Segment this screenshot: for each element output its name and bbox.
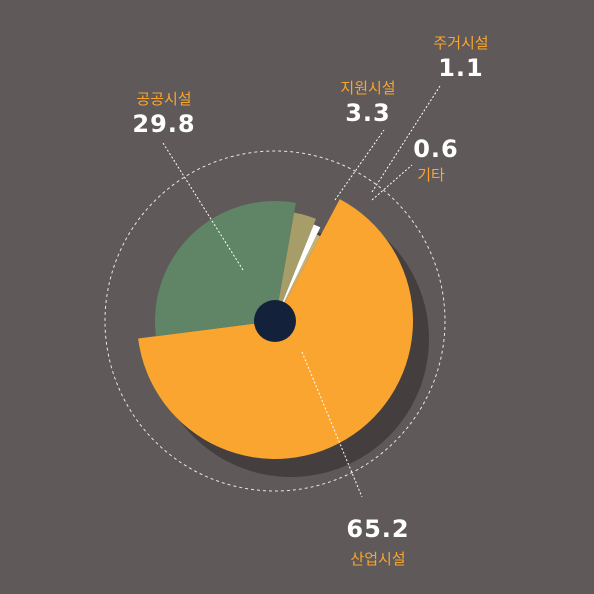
outer-guide-circle xyxy=(104,150,446,492)
label-public-value: 29.8 xyxy=(132,110,195,138)
label-residential: 주거시설 1.1 xyxy=(433,34,488,82)
label-support-name: 지원시설 xyxy=(340,79,395,97)
label-other-name: 기타 xyxy=(417,166,445,184)
label-support-value: 3.3 xyxy=(345,99,391,127)
leader-line-other xyxy=(371,164,413,201)
label-other: 0.6 기타 xyxy=(413,135,459,184)
leader-line-residential xyxy=(371,85,441,193)
label-industrial-name: 산업시설 xyxy=(350,550,405,568)
slice-support xyxy=(275,212,316,321)
slice-other xyxy=(275,234,321,321)
slice-residential xyxy=(275,224,321,321)
leader-line-public xyxy=(162,142,244,271)
slice-public xyxy=(155,200,296,337)
label-other-value: 0.6 xyxy=(413,135,459,163)
label-residential-value: 1.1 xyxy=(438,54,484,82)
donut-hole xyxy=(254,300,296,342)
label-industrial: 65.2 산업시설 xyxy=(346,515,409,568)
label-public: 공공시설 29.8 xyxy=(132,90,195,138)
label-industrial-value: 65.2 xyxy=(346,515,409,543)
label-support: 지원시설 3.3 xyxy=(340,79,395,127)
label-public-name: 공공시설 xyxy=(136,90,191,108)
label-residential-name: 주거시설 xyxy=(433,34,488,52)
leader-lines xyxy=(162,85,441,498)
